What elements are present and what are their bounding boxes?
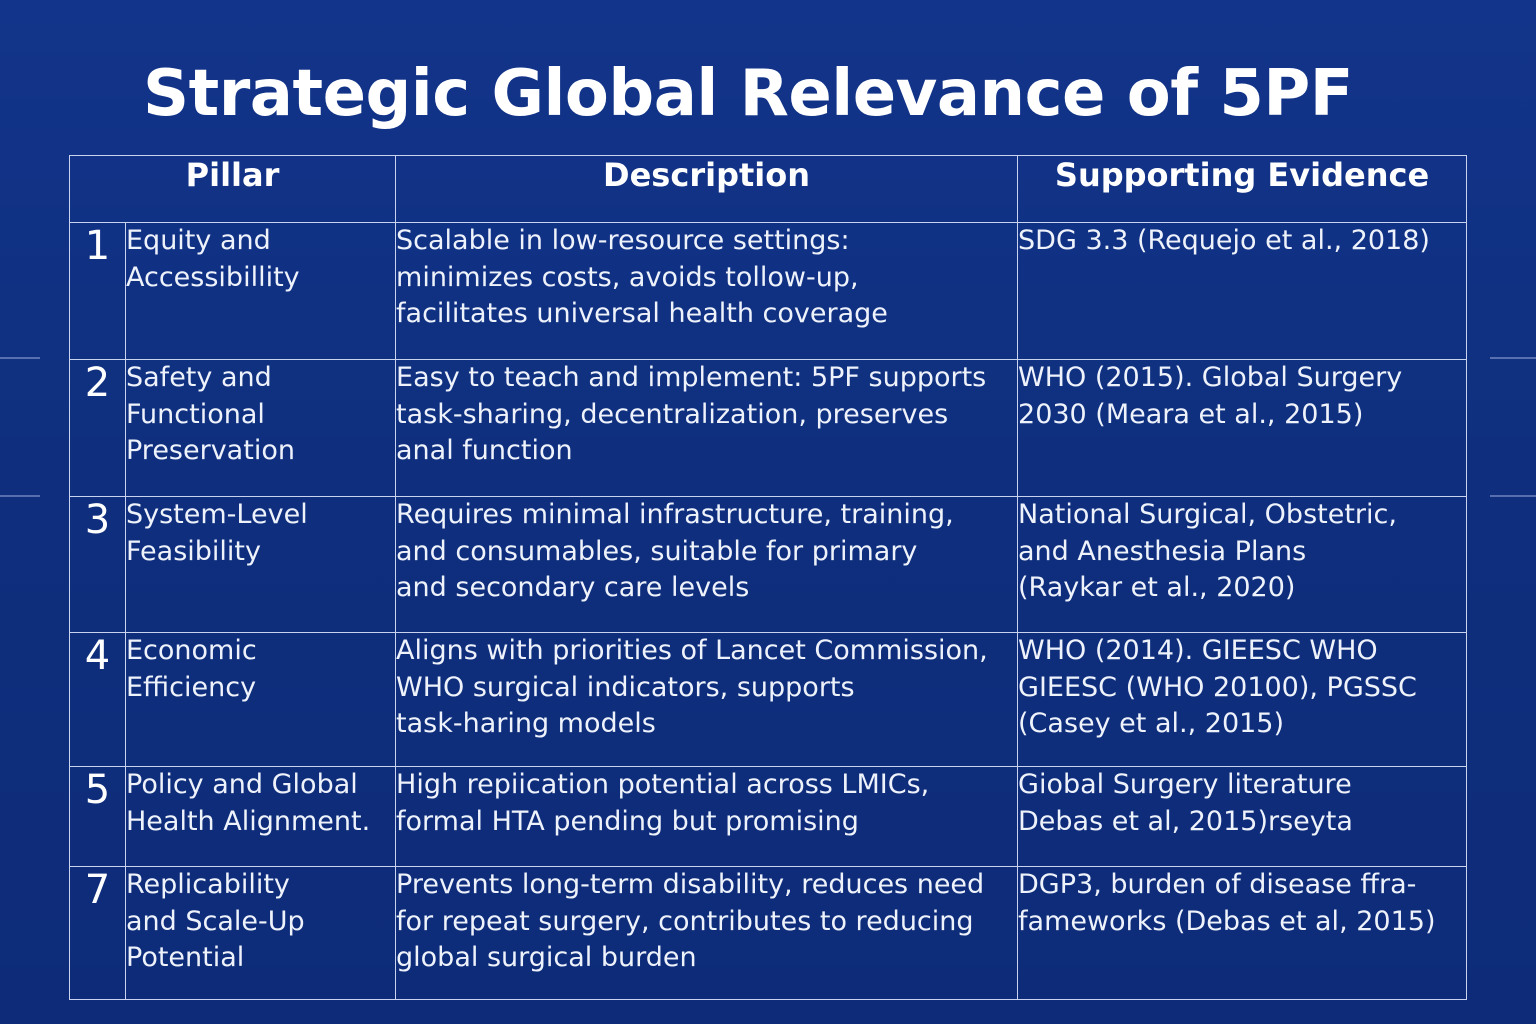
header-pillar: Pillar [68,155,397,223]
pillar-cell: Replicability and Scale-Up Potential [124,866,397,1000]
relevance-table: Pillar Description Supporting Evidence 1… [68,155,1468,1000]
evidence-cell: DGP3, burden of disease ffra- fameworks … [1017,866,1468,1000]
description-cell: Requires minimal infrastructure, trainin… [395,496,1019,633]
row-number: 1 [69,222,126,360]
pillar-cell: Policy and Global Health Alignment. [124,766,397,867]
description-cell: Easy to teach and implement: 5PF support… [395,359,1019,497]
evidence-cell: WHO (2014). GIEESC WHO GIEESC (WHO 20100… [1017,632,1468,767]
table-row: 3 System-Level Feasibility Requires mini… [69,496,1468,633]
description-cell: Aligns with priorities of Lancet Commiss… [395,632,1019,767]
row-number: 2 [69,359,126,497]
page-title: Strategic Global Relevance of 5PF [143,57,1353,131]
description-cell: High repiication potential across LMICs,… [395,766,1019,867]
evidence-cell: National Surgical, Obstetric, and Anesth… [1017,496,1468,633]
row-number: 5 [69,766,126,867]
header-description: Description [395,155,1019,223]
edge-mark-right-1 [1490,357,1536,359]
description-cell: Scalable in low-resource settings: minim… [395,222,1019,360]
pillar-cell: Economic Efficiency [124,632,397,767]
evidence-cell: WHO (2015). Global Surgery 2030 (Meara e… [1017,359,1468,497]
table-row: 7 Replicability and Scale-Up Potential P… [69,866,1468,1000]
evidence-cell: SDG 3.3 (Requejo et al., 2018) [1017,222,1468,360]
table-row: 2 Safety and Functional Preservation Eas… [69,359,1468,497]
pillar-cell: Equity and Accessibillity [124,222,397,360]
table-row: 5 Policy and Global Health Alignment. Hi… [69,766,1468,867]
row-number: 4 [69,632,126,767]
pillar-cell: Safety and Functional Preservation [124,359,397,497]
header-supporting-evidence: Supporting Evidence [1017,155,1468,223]
edge-mark-left-2 [0,495,40,497]
row-number: 3 [69,496,126,633]
table-row: 4 Economic Efficiency Aligns with priori… [69,632,1468,767]
evidence-cell: Giobal Surgery literature Debas et al, 2… [1017,766,1468,867]
row-number: 7 [69,866,126,1000]
table-row: 1 Equity and Accessibillity Scalable in … [69,222,1468,360]
edge-mark-right-2 [1490,495,1536,497]
pillar-cell: System-Level Feasibility [124,496,397,633]
edge-mark-left-1 [0,357,40,359]
description-cell: Prevents long-term disability, reduces n… [395,866,1019,1000]
table-header-row: Pillar Description Supporting Evidence [68,155,1468,223]
